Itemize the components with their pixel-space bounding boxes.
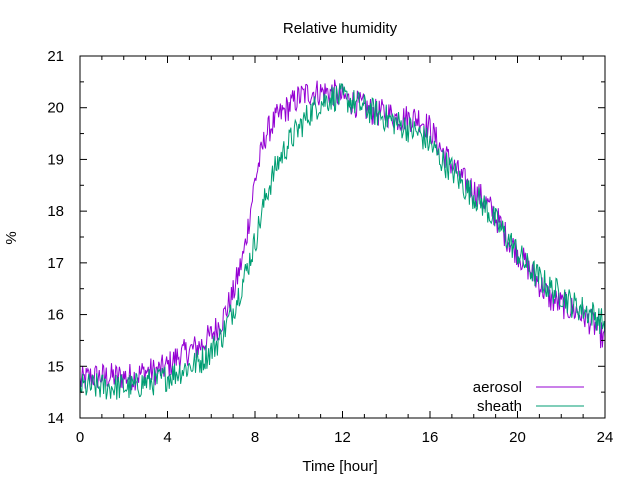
x-tick-label: 16 <box>422 429 439 446</box>
x-tick-label: 24 <box>597 429 614 446</box>
x-axis-label: Time [hour] <box>302 458 377 475</box>
y-tick-label: 16 <box>47 307 64 324</box>
plot-frame <box>79 55 606 419</box>
ticks-layer: 0 4 8 12 16 20 24 14 15 16 17 18 19 20 21 <box>47 48 613 446</box>
y-tick-label: 20 <box>47 100 64 117</box>
y-tick-label: 17 <box>47 255 64 272</box>
y-tick-label: 21 <box>47 48 64 65</box>
legend: aerosol sheath <box>473 379 584 415</box>
x-tick-label: 0 <box>76 429 84 446</box>
legend-label-sheath: sheath <box>477 398 522 415</box>
series-line-aerosol <box>79 79 606 391</box>
y-tick-label: 19 <box>47 151 64 168</box>
x-tick-label: 8 <box>251 429 259 446</box>
series-layer <box>79 79 606 400</box>
x-tick-label: 4 <box>163 429 171 446</box>
y-tick-label: 14 <box>47 410 64 427</box>
y-tick-label: 18 <box>47 203 64 220</box>
y-tick-label: 15 <box>47 358 64 375</box>
legend-label-aerosol: aerosol <box>473 379 522 396</box>
series-line-sheath <box>79 83 606 400</box>
y-axis-label: % <box>3 231 20 244</box>
chart-title: Relative humidity <box>283 20 398 37</box>
x-tick-label: 12 <box>334 429 351 446</box>
x-tick-label: 20 <box>509 429 526 446</box>
